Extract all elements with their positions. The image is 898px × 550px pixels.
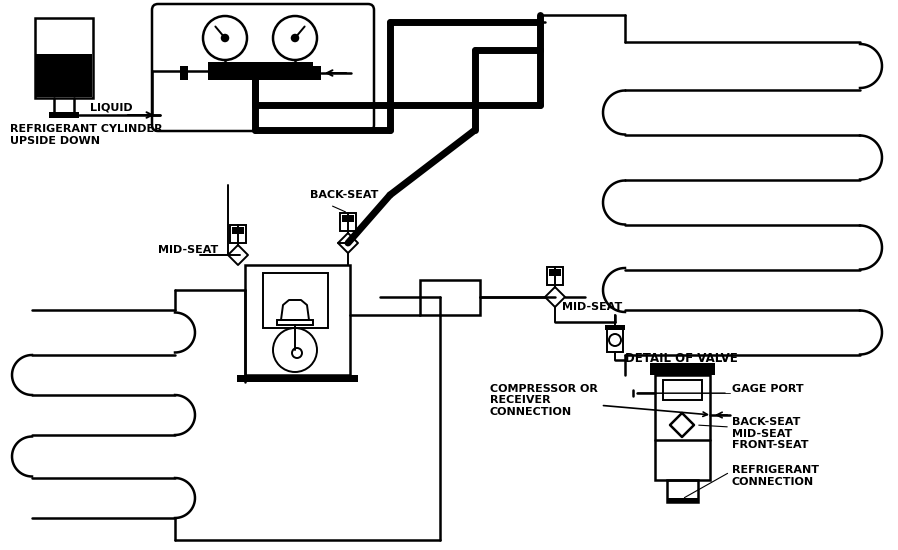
Circle shape xyxy=(292,35,298,41)
Bar xyxy=(208,62,313,80)
Text: MID-SEAT: MID-SEAT xyxy=(158,245,218,255)
Bar xyxy=(663,380,702,400)
Bar xyxy=(49,112,79,118)
Text: REFRIGERANT CYLINDER
UPSIDE DOWN: REFRIGERANT CYLINDER UPSIDE DOWN xyxy=(10,124,163,146)
Bar xyxy=(650,363,715,375)
Bar xyxy=(232,227,244,234)
Bar xyxy=(549,269,561,276)
Bar xyxy=(180,66,188,80)
Text: MID-SEAT: MID-SEAT xyxy=(562,302,622,312)
Bar xyxy=(667,480,698,502)
Circle shape xyxy=(222,35,228,41)
Text: GAGE PORT: GAGE PORT xyxy=(732,384,804,394)
Text: COMPRESSOR OR
RECEIVER
CONNECTION: COMPRESSOR OR RECEIVER CONNECTION xyxy=(490,384,708,417)
Bar xyxy=(667,498,698,503)
Bar xyxy=(36,54,92,97)
Bar xyxy=(342,215,354,222)
Text: REFRIGERANT
CONNECTION: REFRIGERANT CONNECTION xyxy=(732,465,819,487)
Bar xyxy=(340,213,356,231)
Text: LIQUID: LIQUID xyxy=(90,102,133,112)
Bar xyxy=(655,375,710,480)
Bar xyxy=(230,225,246,243)
Text: DETAIL OF VALVE: DETAIL OF VALVE xyxy=(625,352,738,365)
Bar xyxy=(547,267,563,285)
Bar xyxy=(313,66,321,80)
Bar xyxy=(420,280,480,315)
Text: BACK-SEAT: BACK-SEAT xyxy=(310,190,378,200)
Bar xyxy=(263,273,328,328)
Text: BACK-SEAT
MID-SEAT
FRONT-SEAT: BACK-SEAT MID-SEAT FRONT-SEAT xyxy=(732,417,808,450)
Bar xyxy=(607,328,623,352)
Bar xyxy=(35,18,93,98)
Bar xyxy=(605,325,625,330)
Bar xyxy=(237,375,358,382)
Bar xyxy=(245,265,350,375)
